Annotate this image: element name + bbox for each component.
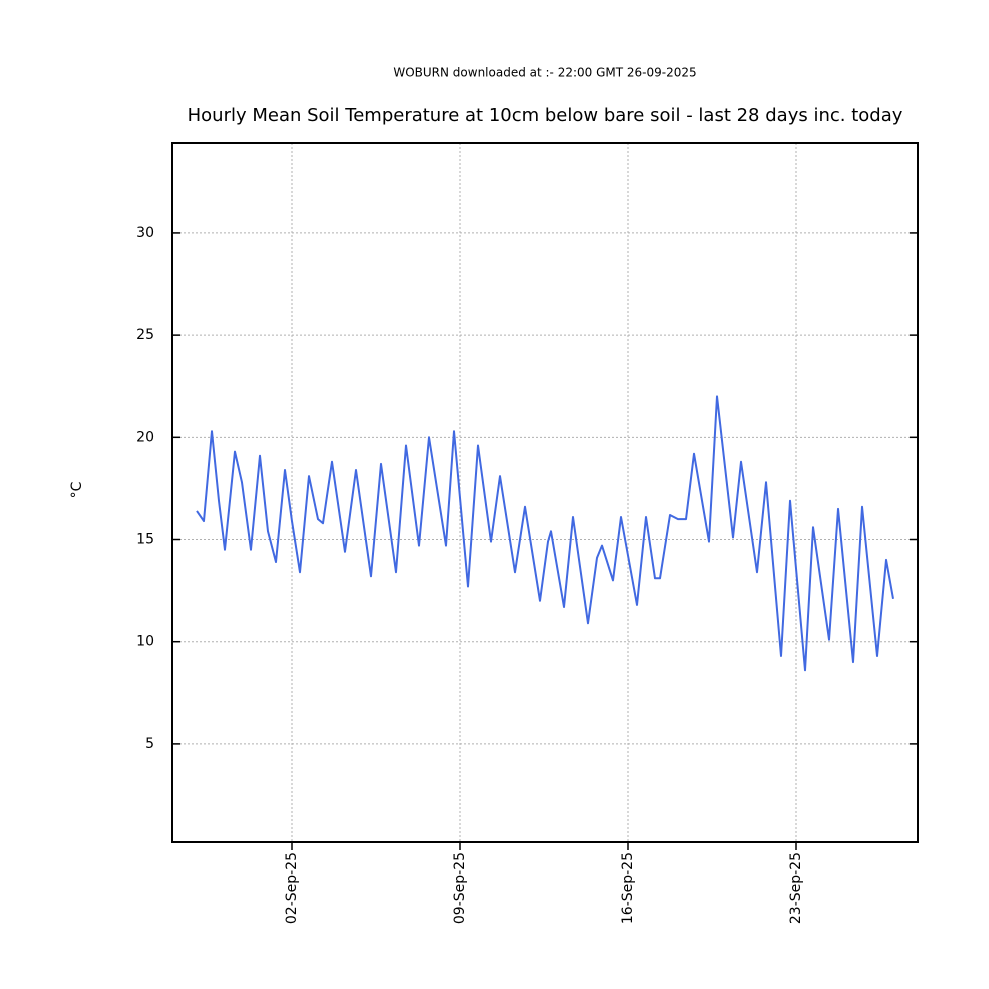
y-tick-label: 15 bbox=[136, 532, 154, 548]
y-tick-label: 30 bbox=[136, 225, 154, 241]
plot-frame bbox=[171, 142, 919, 843]
chart-subtitle: WOBURN downloaded at :- 22:00 GMT 26-09-… bbox=[393, 66, 696, 80]
y-tick-label: 5 bbox=[145, 736, 154, 752]
x-tick-label: 02-Sep-25 bbox=[284, 852, 300, 924]
x-tick-label: 16-Sep-25 bbox=[620, 852, 636, 924]
plot-area: 5 10 15 20 25 30 02-Sep-25 09-Sep-25 16-Sep-25 23… bbox=[136, 142, 919, 924]
data-line bbox=[196, 395, 894, 672]
chart-title: Hourly Mean Soil Temperature at 10cm bel… bbox=[188, 105, 903, 126]
x-tick-label: 23-Sep-25 bbox=[788, 852, 804, 924]
y-tick-label: 10 bbox=[136, 634, 154, 650]
x-tick-label: 09-Sep-25 bbox=[452, 852, 468, 924]
y-tick-label: 20 bbox=[136, 429, 154, 445]
y-axis-label: °C bbox=[69, 481, 85, 498]
y-tick-label: 25 bbox=[136, 327, 154, 343]
